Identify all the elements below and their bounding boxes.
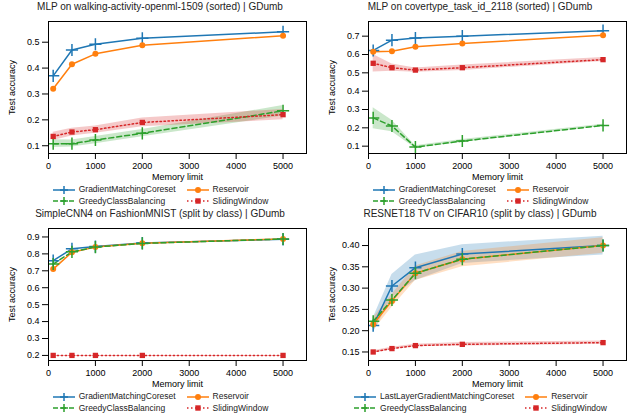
html-text:GreedyClassBalancing: GreedyClassBalancing (380, 402, 467, 413)
html-text:GradientMatchingCoreset: GradientMatchingCoreset (78, 391, 176, 402)
svg-text:3000: 3000 (499, 368, 519, 378)
svg-text:2000: 2000 (452, 161, 472, 171)
svg-text:0.20: 0.20 (342, 326, 360, 336)
html-text:SlidingWindow: SlidingWindow (212, 402, 269, 413)
html-text:GreedyClassBalancing: GreedyClassBalancing (398, 195, 486, 206)
svg-text:Memory limit: Memory limit (472, 379, 523, 389)
svg-text:5000: 5000 (593, 368, 613, 378)
svg-text:0.4: 0.4 (27, 63, 40, 73)
svg-text:4000: 4000 (546, 368, 566, 378)
html-text:Reservoir: Reservoir (212, 391, 249, 402)
html-text:MLP on walking-activity-openml: MLP on walking-activity-openml-1509 (sor… (37, 1, 283, 12)
html-text:SlidingWindow: SlidingWindow (551, 402, 607, 413)
svg-text:0: 0 (366, 368, 371, 378)
svg-text:Test accuracy: Test accuracy (327, 266, 337, 322)
svg-text:Memory limit: Memory limit (152, 172, 203, 182)
html-text:GreedyClassBalancing: GreedyClassBalancing (78, 195, 166, 206)
svg-text:0.6: 0.6 (27, 283, 40, 293)
svg-text:5000: 5000 (273, 161, 293, 171)
svg-text:0.5: 0.5 (347, 68, 360, 78)
svg-text:1000: 1000 (405, 368, 425, 378)
svg-text:0.1: 0.1 (27, 141, 40, 151)
html-text:GreedyClassBalancing: GreedyClassBalancing (78, 402, 166, 413)
html-text:Reservoir: Reservoir (551, 391, 588, 402)
svg-text:4000: 4000 (226, 368, 246, 378)
svg-text:4000: 4000 (546, 161, 566, 171)
svg-text:5000: 5000 (273, 368, 293, 378)
html-text:RESNET18 TV on CIFAR10 (split: RESNET18 TV on CIFAR10 (split by class) … (363, 208, 597, 219)
html-text:GradientMatchingCoreset: GradientMatchingCoreset (78, 184, 176, 195)
svg-text:0: 0 (46, 161, 51, 171)
html-text:SimpleCNN4 on FashionMNIST (sp: SimpleCNN4 on FashionMNIST (split by cla… (35, 208, 285, 219)
svg-text:0.40: 0.40 (342, 240, 360, 250)
svg-text:0.9: 0.9 (27, 232, 40, 242)
svg-text:0.15: 0.15 (342, 347, 360, 357)
svg-text:0.5: 0.5 (27, 37, 40, 47)
html-text:GradientMatchingCoreset: GradientMatchingCoreset (398, 184, 496, 195)
svg-text:0.2: 0.2 (347, 123, 360, 133)
svg-text:Memory limit: Memory limit (152, 379, 203, 389)
svg-text:0.25: 0.25 (342, 304, 360, 314)
svg-text:0.4: 0.4 (347, 86, 360, 96)
svg-text:3000: 3000 (179, 368, 199, 378)
svg-text:5000: 5000 (593, 161, 613, 171)
svg-text:4000: 4000 (226, 161, 246, 171)
svg-text:0.2: 0.2 (27, 115, 40, 125)
svg-text:0.7: 0.7 (347, 31, 360, 41)
svg-text:0.3: 0.3 (27, 333, 40, 343)
html-text:Reservoir: Reservoir (212, 184, 249, 195)
html-text:MLP on covertype_task_id_2118: MLP on covertype_task_id_2118 (sorted) |… (367, 1, 593, 12)
svg-text:1000: 1000 (85, 161, 105, 171)
html-text:SlidingWindow: SlidingWindow (532, 195, 589, 206)
svg-text:1000: 1000 (85, 368, 105, 378)
svg-text:0.30: 0.30 (342, 283, 360, 293)
svg-text:0.3: 0.3 (27, 89, 40, 99)
svg-text:3000: 3000 (499, 161, 519, 171)
svg-text:0.1: 0.1 (347, 141, 360, 151)
svg-text:0.35: 0.35 (342, 262, 360, 272)
svg-text:3000: 3000 (179, 161, 199, 171)
svg-text:1000: 1000 (405, 161, 425, 171)
svg-text:0.5: 0.5 (27, 300, 40, 310)
svg-text:2000: 2000 (132, 368, 152, 378)
svg-text:0.6: 0.6 (347, 49, 360, 59)
html-text:SlidingWindow: SlidingWindow (212, 195, 269, 206)
svg-text:2000: 2000 (452, 368, 472, 378)
svg-text:0.7: 0.7 (27, 266, 40, 276)
svg-text:0.8: 0.8 (27, 249, 40, 259)
svg-text:0.3: 0.3 (347, 104, 360, 114)
svg-text:Test accuracy: Test accuracy (7, 59, 17, 115)
html-text:Reservoir: Reservoir (532, 184, 569, 195)
svg-text:2000: 2000 (132, 161, 152, 171)
svg-text:0.4: 0.4 (27, 316, 40, 326)
svg-text:Test accuracy: Test accuracy (327, 59, 337, 115)
svg-text:Test accuracy: Test accuracy (7, 266, 17, 322)
svg-text:0: 0 (366, 161, 371, 171)
html-text:LastLayerGradientMatchingCores: LastLayerGradientMatchingCoreset (380, 391, 515, 402)
svg-text:0: 0 (46, 368, 51, 378)
svg-text:Memory limit: Memory limit (472, 172, 523, 182)
svg-text:0.2: 0.2 (27, 350, 40, 360)
